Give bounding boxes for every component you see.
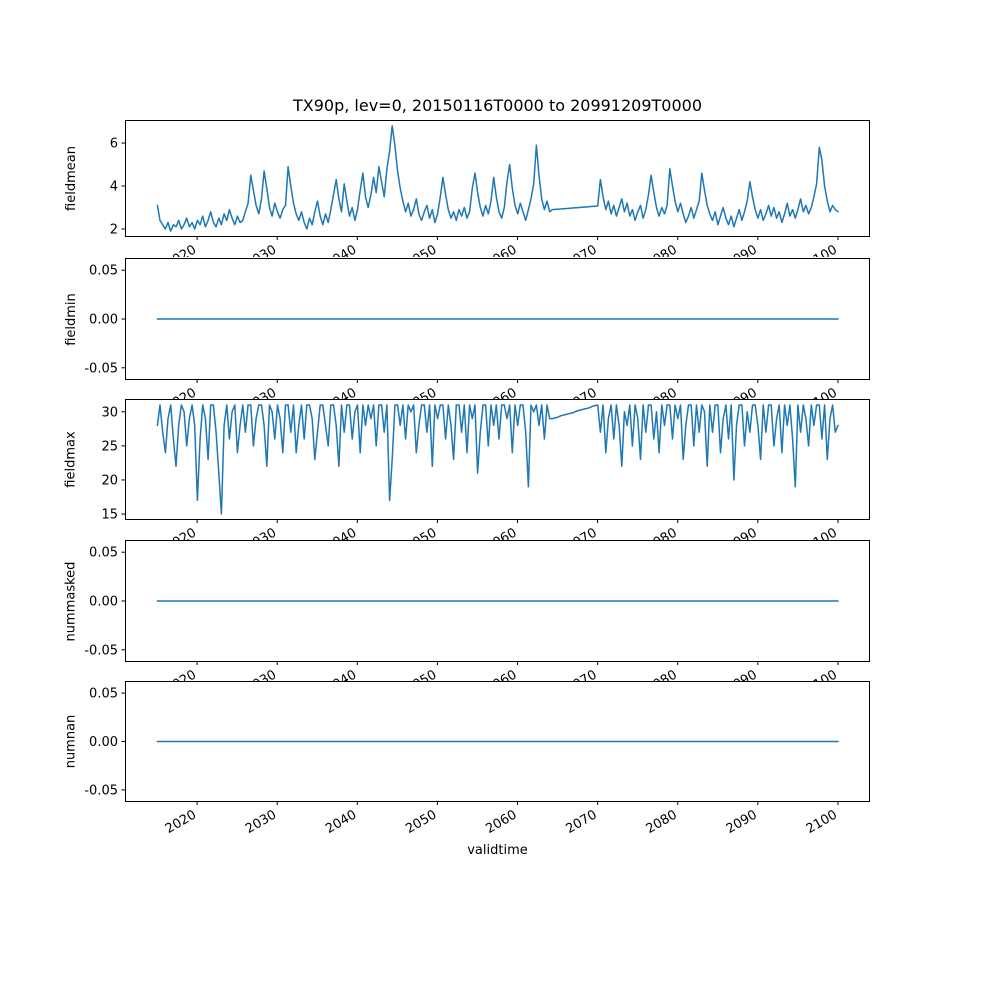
x-tick-label: 2020 — [163, 667, 199, 682]
x-axis-label: validtime — [467, 843, 528, 858]
y-tick-label: -0.05 — [84, 361, 118, 376]
y-tick-label: 0.05 — [89, 546, 118, 561]
x-tick-label: 2070 — [563, 807, 599, 837]
x-tick-label: 2080 — [644, 807, 680, 837]
x-tick-label: 2030 — [243, 807, 279, 837]
x-tick-label: 2090 — [724, 525, 760, 540]
x-tick-label: 2060 — [483, 667, 519, 682]
x-tick-label: 2050 — [403, 525, 439, 540]
axes-frame — [125, 120, 870, 237]
x-tick-label: 2080 — [644, 242, 680, 257]
y-tick-label: 4 — [110, 180, 118, 195]
x-tick-label: 2070 — [563, 525, 599, 540]
subplot-svg-nummasked: -0.05 0.00 0.05 2020 2030 2040 2050 2060 2070 208… — [84, 540, 870, 682]
subplot-svg-fieldmax: 15 20 25 30 2020 2030 2040 2050 2060 2070 2080 2090… — [101, 399, 870, 540]
x-tick-label: 2070 — [563, 385, 599, 400]
y-tick-label: 0.05 — [89, 264, 118, 279]
x-tick-label: 2070 — [563, 242, 599, 257]
x-tick-label: 2030 — [243, 242, 279, 257]
axes-frame — [125, 399, 870, 520]
x-tick-label: 2030 — [243, 667, 279, 682]
y-tick-label: 2 — [110, 222, 118, 237]
x-tick-label: 2020 — [163, 385, 199, 400]
x-tick-label: 2090 — [724, 242, 760, 257]
x-tick-label: 2090 — [724, 807, 760, 837]
x-tick-label: 2050 — [403, 667, 439, 682]
x-tick-label: 2030 — [243, 385, 279, 400]
x-tick-label: 2080 — [644, 385, 680, 400]
y-tick-label: 15 — [101, 508, 118, 523]
y-tick-label: 0.00 — [89, 595, 118, 610]
axes-frame — [125, 540, 870, 662]
y-tick-label: 6 — [110, 137, 118, 152]
y-tick-label: -0.05 — [84, 643, 118, 658]
x-tick-label: 2100 — [804, 525, 840, 540]
series-line-fieldmax — [156, 404, 839, 515]
x-tick-label: 2040 — [323, 807, 359, 837]
subplot-svg-numnan: -0.05 0.00 0.05 2020 2030 2040 2050 2060 2070 208… — [84, 681, 870, 837]
x-tick-label: 2040 — [323, 525, 359, 540]
x-tick-label: 2090 — [724, 667, 760, 682]
x-tick-label: 2040 — [323, 242, 359, 257]
x-tick-label: 2020 — [163, 807, 199, 837]
x-tick-label: 2070 — [563, 667, 599, 682]
x-tick-label: 2050 — [403, 385, 439, 400]
x-tick-label: 2020 — [163, 242, 199, 257]
y-tick-label: 0.05 — [89, 687, 118, 702]
x-tick-label: 2040 — [323, 667, 359, 682]
x-tick-label: 2060 — [483, 525, 519, 540]
y-tick-label: 0.00 — [89, 313, 118, 328]
y-tick-label: 30 — [101, 405, 118, 420]
y-tick-label: 20 — [101, 473, 118, 488]
x-tick-label: 2030 — [243, 525, 279, 540]
x-tick-label: 2100 — [804, 385, 840, 400]
x-tick-label: 2090 — [724, 385, 760, 400]
x-tick-label: 2100 — [804, 667, 840, 682]
x-tick-label: 2020 — [163, 525, 199, 540]
x-tick-label: 2100 — [804, 242, 840, 257]
chart-title: TX90p, lev=0, 20150116T0000 to 20991209T… — [292, 96, 703, 115]
x-tick-label: 2080 — [644, 667, 680, 682]
x-tick-label: 2060 — [483, 242, 519, 257]
y-tick-label: 0.00 — [89, 735, 118, 750]
x-tick-label: 2100 — [804, 807, 840, 837]
x-tick-label: 2060 — [483, 385, 519, 400]
subplot-svg-fieldmean: 2 4 6 2020 2030 2040 2050 2060 2070 2080 2090 2100 — [110, 120, 870, 257]
x-tick-label: 2050 — [403, 807, 439, 837]
subplot-svg-fieldmin: -0.05 0.00 0.05 2020 2030 2040 2050 2060 2070 208… — [84, 258, 870, 400]
series-line-fieldmean — [156, 125, 839, 232]
x-tick-label: 2080 — [644, 525, 680, 540]
axes-frame — [125, 258, 870, 380]
x-tick-label: 2050 — [403, 242, 439, 257]
y-tick-label: 25 — [101, 439, 118, 454]
y-tick-label: -0.05 — [84, 783, 118, 798]
x-tick-label: 2040 — [323, 385, 359, 400]
axes-frame — [125, 681, 870, 802]
x-tick-label: 2060 — [483, 807, 519, 837]
